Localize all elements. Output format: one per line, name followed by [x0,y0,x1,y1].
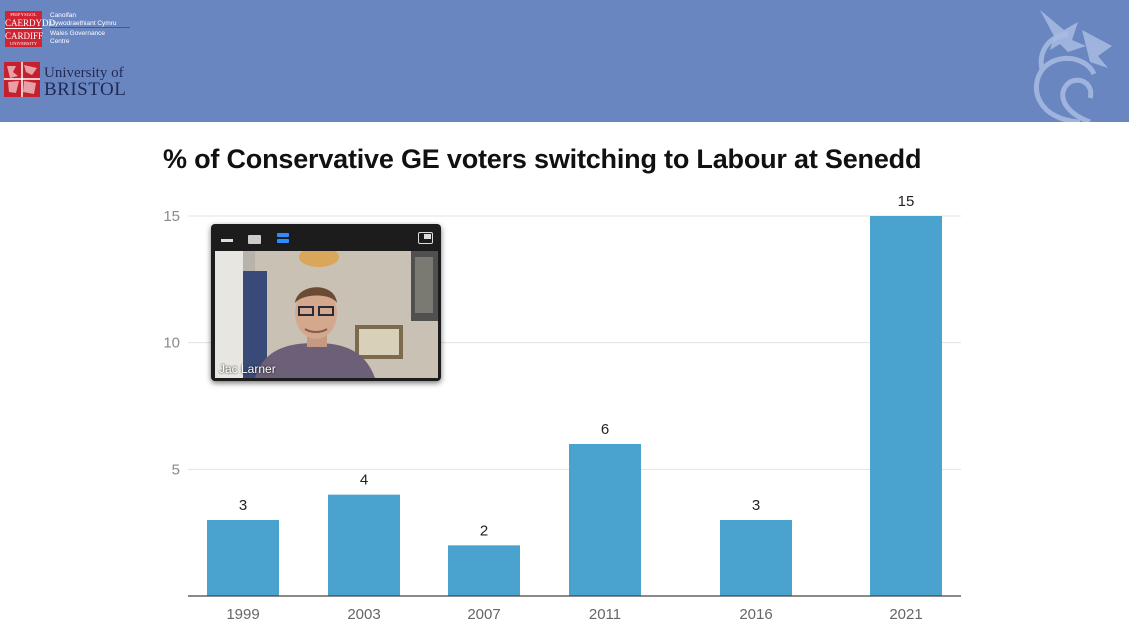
data-label: 6 [601,421,609,438]
y-axis-ticks: 5 10 15 [163,208,180,478]
cardiff-seal-text: CARDIFF [5,31,44,41]
x-tick-label: 2011 [589,606,621,623]
header-banner: PRIFYSGOL CAERDYDD CARDIFF UNIVERSITY Ca… [0,0,1129,122]
y-tick-label: 5 [172,461,180,478]
minimize-icon[interactable] [221,239,233,242]
data-label: 2 [480,522,488,539]
data-label: 15 [898,193,915,210]
cardiff-centre-welsh: Canolfan Llywodraethiant Cymru [50,12,117,27]
bristol-logo-line1: University of [44,65,124,81]
cardiff-seal-text: UNIVERSITY [10,41,37,46]
x-tick-label: 2003 [347,606,380,623]
bars [207,216,942,596]
senedd-dragon-watermark-icon [1033,10,1112,122]
bristol-crest-icon [4,62,40,97]
bar-2011 [569,444,641,596]
pop-out-icon[interactable] [418,232,433,244]
bar-2016 [720,520,792,596]
x-tick-label: 1999 [226,606,259,623]
bristol-logo-line2: BRISTOL [44,79,127,100]
cardiff-centre-english: Wales Governance Centre [50,30,106,45]
data-label: 3 [752,497,760,514]
x-tick-label: 2007 [467,606,500,623]
data-labels: 3 4 2 6 3 15 [239,193,915,539]
participant-name-label: Jac Larner [219,362,276,376]
y-tick-label: 10 [163,335,180,352]
cardiff-seal: PRIFYSGOL CAERDYDD CARDIFF UNIVERSITY [5,11,56,47]
speaker-view-icon[interactable] [277,233,289,244]
participant-video: Jac Larner [215,251,438,378]
participant-video-image [215,251,438,378]
cardiff-seal-text: CAERDYDD [5,18,56,28]
bar-1999 [207,520,279,596]
x-axis-ticks: 1999 2003 2007 2011 2016 2021 [226,606,922,623]
chart-title: % of Conservative GE voters switching to… [163,144,922,174]
cardiff-seal-text: PRIFYSGOL [10,12,37,17]
video-tile-toolbar [211,224,441,251]
data-label: 4 [360,472,368,489]
stop-video-icon[interactable] [248,235,261,244]
data-label: 3 [239,497,247,514]
x-tick-label: 2021 [889,606,922,623]
x-tick-label: 2016 [739,606,772,623]
y-tick-label: 15 [163,208,180,225]
bar-2003 [328,494,400,596]
bar-2021 [870,216,942,596]
video-call-tile[interactable]: Jac Larner [211,224,441,381]
bar-2007 [448,545,520,596]
